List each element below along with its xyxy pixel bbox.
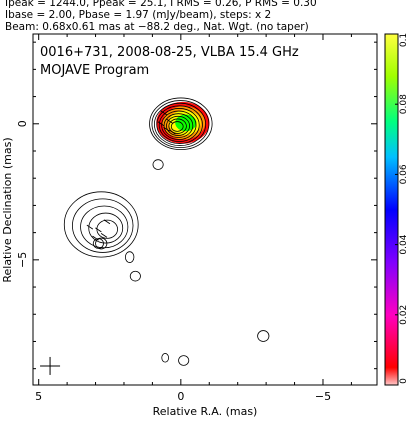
contour-island <box>152 159 164 170</box>
core-contour <box>166 115 191 136</box>
plot-frame <box>32 33 378 386</box>
y-tick-label: 0 <box>16 120 29 127</box>
jet-contour <box>63 191 139 258</box>
polarization-tick <box>166 118 173 124</box>
core-contour <box>151 100 210 149</box>
x-tick-label: 5 <box>35 390 42 403</box>
jet-contour <box>96 219 118 239</box>
chart-title: 0016+731, 2008-08-25, VLBA 15.4 GHz <box>40 45 299 60</box>
colorbar-ticks: 0 0.02 0.04 0.06 0.08 0.1 <box>395 33 409 386</box>
x-axis-label: Relative R.A. (mas) <box>153 405 258 418</box>
contour-island <box>161 353 170 363</box>
colorbar <box>384 33 399 386</box>
jet-contour <box>88 212 124 244</box>
polarization-tick <box>86 224 94 230</box>
contour-layer <box>40 97 270 375</box>
polarization-tick <box>100 232 108 238</box>
colorbar-tick-label: 0.06 <box>399 164 409 184</box>
polarization-tick <box>160 110 168 116</box>
colorbar-tick-label: 0 <box>399 378 409 384</box>
colorbar-tick-label: 0.1 <box>399 33 409 47</box>
chart-subtitle: MOJAVE Program <box>40 63 149 78</box>
jet-contour <box>80 205 129 249</box>
colorbar-tick-label: 0.04 <box>399 234 409 254</box>
y-tick-label: −5 <box>16 252 29 268</box>
x-tick-label: 0 <box>177 390 184 403</box>
header-line-1: Ipeak = 1244.0, Ppeak = 25.1, I RMS = 0.… <box>5 0 317 9</box>
axis-ticks: 5 0 −5 0 −5 <box>16 34 377 403</box>
contour-island <box>129 270 141 282</box>
header-line-3: Beam: 0.68x0.61 mas at −88.2 deg., Nat. … <box>5 21 309 33</box>
polarization-tick <box>163 126 170 132</box>
x-tick-label: −5 <box>315 390 331 403</box>
y-axis-label: Relative Declination (mas) <box>1 137 14 282</box>
core-contour <box>158 108 200 142</box>
colorbar-tick-label: 0.02 <box>399 305 409 325</box>
polarization-tick <box>95 227 102 233</box>
contour-island <box>257 330 270 342</box>
core-contour <box>161 110 197 140</box>
polarization-tick <box>157 121 165 127</box>
core-contour <box>156 105 203 144</box>
polarization-tick <box>169 129 176 135</box>
core-contour <box>153 102 207 146</box>
contour-island <box>178 355 190 366</box>
header-line-2: Ibase = 2.00, Pbase = 1.97 (mJy/beam), s… <box>5 9 272 21</box>
contour-island <box>92 238 104 249</box>
colorbar-tick-label: 0.08 <box>399 94 409 114</box>
contour-island <box>95 237 108 250</box>
jet-contour <box>72 198 134 253</box>
polarization-tick <box>92 235 99 241</box>
core-contour <box>170 121 184 132</box>
contour-island <box>124 251 135 263</box>
core-contour <box>149 97 213 151</box>
core-contour <box>168 118 187 134</box>
polarization-tick <box>103 219 111 225</box>
